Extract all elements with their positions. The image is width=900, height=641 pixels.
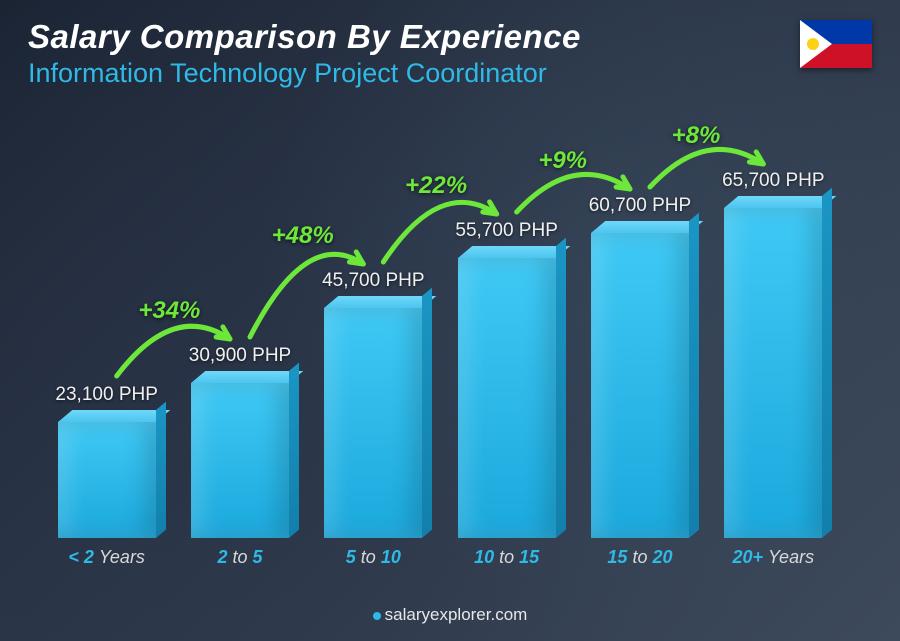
bar xyxy=(591,233,689,538)
bar-group: 45,700 PHP5 to 10 xyxy=(307,270,440,538)
logo-dot-icon xyxy=(373,612,381,620)
bar-group: 65,700 PHP20+ Years xyxy=(707,170,840,538)
x-axis-label: 5 to 10 xyxy=(346,547,401,568)
percent-increase-badge: +9% xyxy=(538,147,587,175)
x-axis-label: 10 to 15 xyxy=(474,547,539,568)
percent-increase-badge: +34% xyxy=(138,297,200,325)
salary-bar-chart: 23,100 PHP< 2 Years30,900 PHP2 to 545,70… xyxy=(40,130,840,566)
bar-value-label: 45,700 PHP xyxy=(322,270,424,292)
x-axis-label: 2 to 5 xyxy=(217,547,262,568)
bar-value-label: 30,900 PHP xyxy=(189,345,291,367)
bar-group: 60,700 PHP15 to 20 xyxy=(573,195,706,538)
bar xyxy=(58,422,156,538)
footer-attribution: salaryexplorer.com xyxy=(0,605,900,625)
percent-increase-badge: +8% xyxy=(672,122,721,150)
bar-group: 30,900 PHP2 to 5 xyxy=(173,345,306,538)
bars-container: 23,100 PHP< 2 Years30,900 PHP2 to 545,70… xyxy=(40,130,840,538)
bar-value-label: 60,700 PHP xyxy=(589,195,691,217)
percent-increase-badge: +22% xyxy=(405,172,467,200)
bar-value-label: 23,100 PHP xyxy=(55,384,157,406)
chart-title: Salary Comparison By Experience xyxy=(28,18,872,56)
header: Salary Comparison By Experience Informat… xyxy=(28,18,872,89)
bar-value-label: 65,700 PHP xyxy=(722,170,824,192)
x-axis-label: 15 to 20 xyxy=(607,547,672,568)
x-axis-label: 20+ Years xyxy=(733,547,815,568)
x-axis-label: < 2 Years xyxy=(68,547,145,568)
bar xyxy=(458,258,556,538)
footer-text: salaryexplorer.com xyxy=(385,605,528,624)
bar-value-label: 55,700 PHP xyxy=(455,220,557,242)
bar-group: 55,700 PHP10 to 15 xyxy=(440,220,573,538)
bar xyxy=(724,208,822,538)
bar-group: 23,100 PHP< 2 Years xyxy=(40,384,173,538)
percent-increase-badge: +48% xyxy=(272,222,334,250)
philippines-flag-icon xyxy=(800,20,872,68)
chart-subtitle: Information Technology Project Coordinat… xyxy=(28,58,872,89)
bar xyxy=(324,308,422,538)
bar xyxy=(191,383,289,538)
